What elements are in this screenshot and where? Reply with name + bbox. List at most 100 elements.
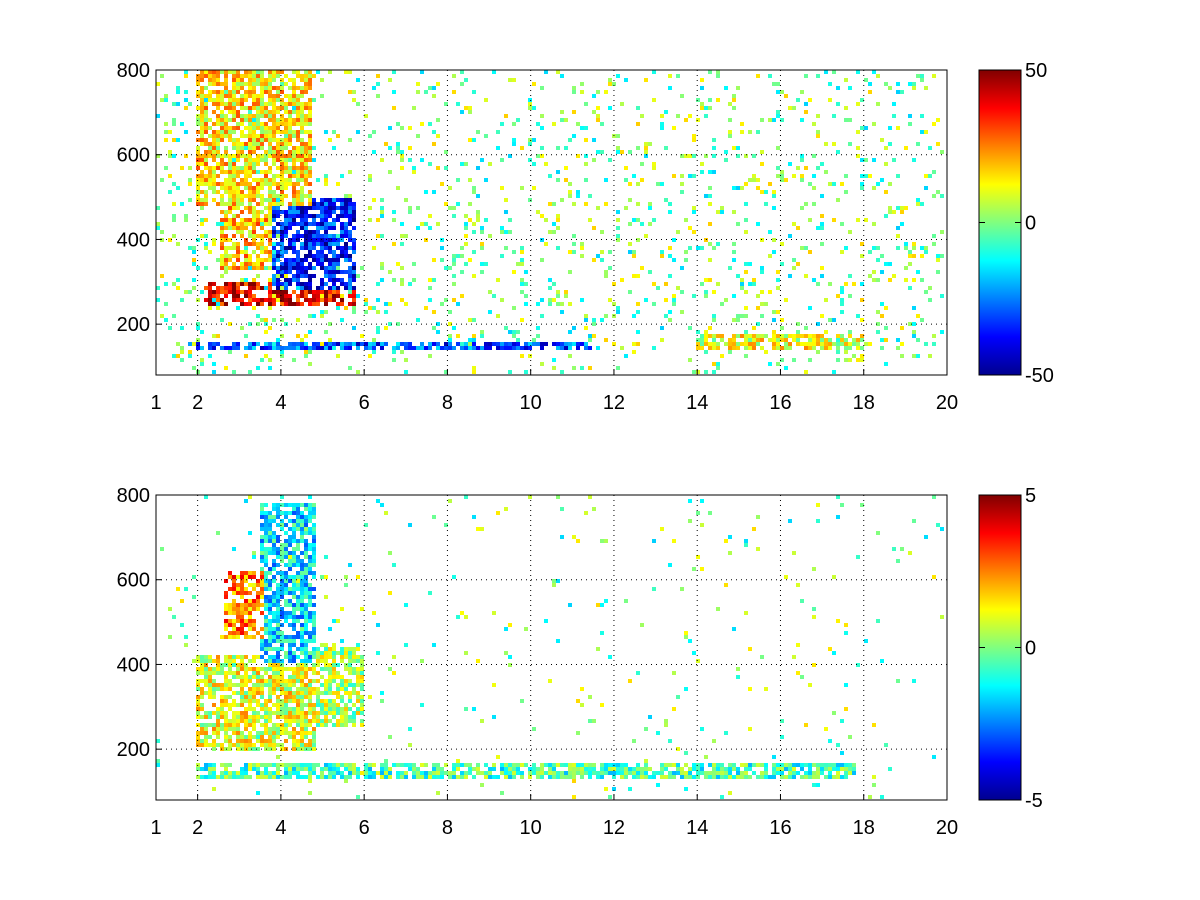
- heatmap-cell: [196, 655, 200, 659]
- heatmap-cell: [216, 146, 220, 150]
- heatmap-cell: [312, 98, 316, 102]
- heatmap-cell: [368, 306, 372, 310]
- heatmap-cell: [220, 102, 224, 106]
- heatmap-cell: [284, 767, 288, 771]
- heatmap-cell: [252, 82, 256, 86]
- heatmap-cell: [216, 715, 220, 719]
- heatmap-cell: [240, 190, 244, 194]
- heatmap-cell: [244, 90, 248, 94]
- heatmap-cell: [284, 515, 288, 519]
- heatmap-cell: [248, 94, 252, 98]
- heatmap-cell: [256, 775, 260, 779]
- heatmap-cell: [308, 603, 312, 607]
- heatmap-cell: [372, 763, 376, 767]
- heatmap-cell: [280, 350, 284, 354]
- heatmap-cell: [452, 258, 456, 262]
- heatmap-cell: [248, 182, 252, 186]
- heatmap-cell: [428, 226, 432, 230]
- heatmap-cell: [824, 70, 828, 74]
- heatmap-cell: [820, 266, 824, 270]
- heatmap-cell: [268, 631, 272, 635]
- heatmap-cell: [224, 679, 228, 683]
- heatmap-cell: [480, 226, 484, 230]
- heatmap-cell: [292, 583, 296, 587]
- heatmap-cell: [348, 290, 352, 294]
- heatmap-cell: [932, 74, 936, 78]
- heatmap-cell: [292, 771, 296, 775]
- heatmap-cell: [832, 70, 836, 74]
- heatmap-cell: [788, 519, 792, 523]
- heatmap-cell: [652, 587, 656, 591]
- heatmap-cell: [688, 639, 692, 643]
- heatmap-cell: [500, 767, 504, 771]
- heatmap-cell: [268, 146, 272, 150]
- heatmap-cell: [212, 691, 216, 695]
- heatmap-cell: [252, 655, 256, 659]
- heatmap-cell: [200, 190, 204, 194]
- heatmap-cell: [288, 651, 292, 655]
- heatmap-cell: [716, 607, 720, 611]
- heatmap-cell: [732, 98, 736, 102]
- heatmap-cell: [280, 266, 284, 270]
- heatmap-cell: [296, 270, 300, 274]
- heatmap-cell: [396, 122, 400, 126]
- heatmap-cell: [316, 691, 320, 695]
- heatmap-cell: [264, 122, 268, 126]
- heatmap-cell: [360, 695, 364, 699]
- heatmap-cell: [296, 555, 300, 559]
- heatmap-cell: [296, 595, 300, 599]
- heatmap-cell: [332, 679, 336, 683]
- heatmap-cell: [224, 611, 228, 615]
- heatmap-cell: [260, 507, 264, 511]
- heatmap-cell: [288, 242, 292, 246]
- heatmap-cell: [636, 238, 640, 242]
- heatmap-cell: [304, 346, 308, 350]
- heatmap-cell: [288, 691, 292, 695]
- heatmap-cell: [296, 767, 300, 771]
- heatmap-cell: [644, 775, 648, 779]
- heatmap-cell: [480, 527, 484, 531]
- heatmap-cell: [684, 258, 688, 262]
- heatmap-cell: [308, 711, 312, 715]
- heatmap-cell: [224, 635, 228, 639]
- heatmap-cell: [268, 747, 272, 751]
- heatmap-cell: [212, 198, 216, 202]
- heatmap-cell: [304, 591, 308, 595]
- heatmap-cell: [592, 110, 596, 114]
- heatmap-cell: [328, 679, 332, 683]
- heatmap-cell: [188, 182, 192, 186]
- heatmap-cell: [812, 334, 816, 338]
- heatmap-cell: [312, 771, 316, 775]
- heatmap-cell: [188, 178, 192, 182]
- heatmap-cell: [284, 142, 288, 146]
- heatmap-cell: [300, 78, 304, 82]
- heatmap-cell: [796, 771, 800, 775]
- heatmap-cell: [352, 342, 356, 346]
- heatmap-cell: [828, 182, 832, 186]
- heatmap-cell: [200, 743, 204, 747]
- heatmap-cell: [192, 250, 196, 254]
- heatmap-cell: [300, 731, 304, 735]
- heatmap-cell: [528, 346, 532, 350]
- heatmap-cell: [372, 198, 376, 202]
- heatmap-cell: [548, 298, 552, 302]
- heatmap-cell: [300, 679, 304, 683]
- heatmap-cell: [232, 154, 236, 158]
- heatmap-cell: [288, 278, 292, 282]
- heatmap-cell: [256, 202, 260, 206]
- heatmap-cell: [912, 254, 916, 258]
- heatmap-cell: [728, 771, 732, 775]
- heatmap-cell: [212, 298, 216, 302]
- heatmap-cell: [272, 579, 276, 583]
- heatmap-cell: [240, 202, 244, 206]
- heatmap-cell: [300, 603, 304, 607]
- heatmap-cell: [668, 202, 672, 206]
- heatmap-cell: [256, 735, 260, 739]
- heatmap-cell: [708, 326, 712, 330]
- heatmap-cell: [300, 218, 304, 222]
- heatmap-cell: [756, 342, 760, 346]
- heatmap-cell: [212, 166, 216, 170]
- heatmap-cell: [512, 78, 516, 82]
- heatmap-cell: [328, 138, 332, 142]
- heatmap-cell: [476, 166, 480, 170]
